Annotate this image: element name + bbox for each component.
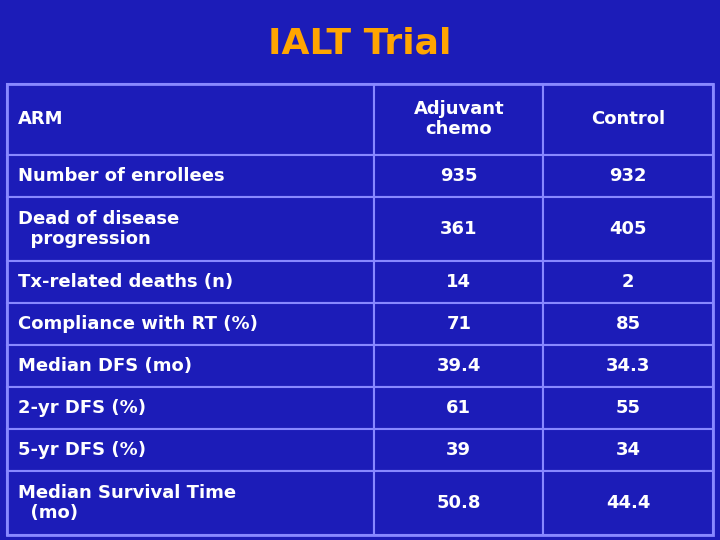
Bar (544, 387, 713, 429)
Bar (374, 155, 544, 197)
Bar (7, 197, 374, 261)
Bar (544, 197, 713, 261)
Bar (374, 387, 544, 429)
Text: ARM: ARM (18, 110, 63, 129)
Bar (544, 84, 713, 155)
Text: Adjuvant
chemo: Adjuvant chemo (413, 100, 504, 138)
Text: 55: 55 (616, 399, 641, 417)
Bar (374, 429, 544, 470)
Text: 44.4: 44.4 (606, 494, 650, 511)
Text: 932: 932 (609, 167, 647, 185)
Text: 61: 61 (446, 399, 472, 417)
Bar (544, 345, 713, 387)
Text: 50.8: 50.8 (436, 494, 481, 511)
Text: Median Survival Time
  (mo): Median Survival Time (mo) (18, 483, 236, 522)
Text: 5-yr DFS (%): 5-yr DFS (%) (18, 441, 146, 458)
Text: 14: 14 (446, 273, 472, 291)
Bar (7, 387, 374, 429)
Bar (374, 345, 544, 387)
Bar (7, 345, 374, 387)
Bar (7, 84, 374, 155)
Text: Dead of disease
  progression: Dead of disease progression (18, 210, 179, 248)
Bar (7, 470, 374, 535)
Bar (7, 303, 374, 345)
Text: 85: 85 (616, 315, 641, 333)
Text: 39: 39 (446, 441, 472, 458)
Bar (544, 155, 713, 197)
Text: Median DFS (mo): Median DFS (mo) (18, 357, 192, 375)
Text: 405: 405 (609, 220, 647, 238)
Bar (374, 303, 544, 345)
Text: 34.3: 34.3 (606, 357, 650, 375)
Text: 2: 2 (622, 273, 634, 291)
Text: Control: Control (591, 110, 665, 129)
Text: 34: 34 (616, 441, 641, 458)
Bar (7, 429, 374, 470)
Bar (544, 261, 713, 303)
Text: 935: 935 (440, 167, 477, 185)
Bar (374, 197, 544, 261)
Text: 2-yr DFS (%): 2-yr DFS (%) (18, 399, 146, 417)
Text: Compliance with RT (%): Compliance with RT (%) (18, 315, 258, 333)
Text: 361: 361 (440, 220, 477, 238)
Bar (374, 84, 544, 155)
Text: Number of enrollees: Number of enrollees (18, 167, 225, 185)
Bar (544, 303, 713, 345)
Text: IALT Trial: IALT Trial (269, 27, 451, 61)
Bar (7, 84, 713, 535)
Bar (544, 429, 713, 470)
Text: Tx-related deaths (n): Tx-related deaths (n) (18, 273, 233, 291)
Bar (7, 155, 374, 197)
Text: 39.4: 39.4 (436, 357, 481, 375)
Text: 71: 71 (446, 315, 472, 333)
Bar (544, 470, 713, 535)
Bar (374, 470, 544, 535)
Bar (7, 261, 374, 303)
Bar (374, 261, 544, 303)
